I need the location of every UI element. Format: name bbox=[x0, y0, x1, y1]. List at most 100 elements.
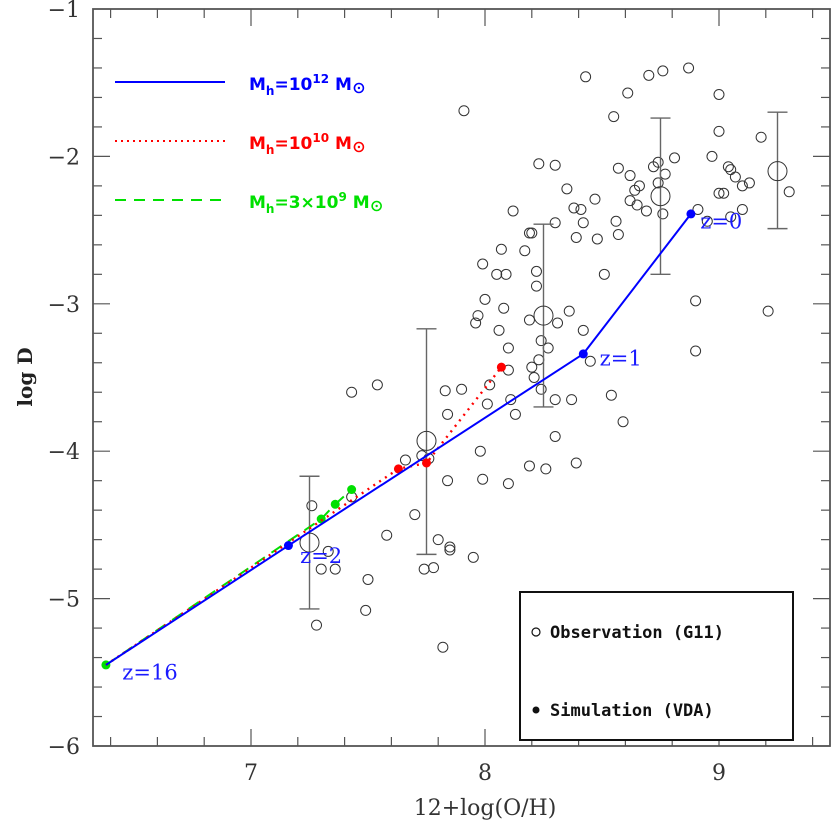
observation-point bbox=[631, 199, 643, 211]
observation-point bbox=[491, 268, 503, 280]
x-axis-title: 12+log(O/H) bbox=[414, 796, 557, 821]
sun-symbol-icon bbox=[371, 200, 382, 212]
observation-point bbox=[523, 314, 535, 326]
observation-point bbox=[624, 195, 636, 207]
observation-point bbox=[643, 69, 655, 81]
observation-point bbox=[530, 280, 542, 292]
redshift-label: z=0 bbox=[700, 210, 742, 234]
observation-point bbox=[683, 62, 695, 74]
y-tick-label: −4 bbox=[48, 440, 80, 465]
legend-line-label: Mh=3×109 M bbox=[249, 190, 370, 216]
y-tick-label: −2 bbox=[48, 145, 80, 170]
observation-point bbox=[549, 217, 561, 229]
observation-point bbox=[612, 229, 624, 241]
series-line bbox=[105, 366, 503, 666]
observation-point bbox=[472, 310, 484, 322]
observation-point bbox=[493, 324, 505, 336]
observation-points bbox=[306, 62, 795, 653]
simulation-point bbox=[330, 499, 340, 509]
series-line bbox=[105, 488, 353, 666]
observation-point bbox=[542, 342, 554, 354]
legend-line-label: Mh=1012 M bbox=[249, 72, 352, 98]
observation-point bbox=[713, 88, 725, 100]
simulation-point bbox=[422, 458, 431, 468]
observation-point bbox=[474, 445, 486, 457]
y-axis-title: log D bbox=[13, 347, 37, 406]
observation-point bbox=[519, 245, 531, 257]
observation-point bbox=[729, 171, 741, 183]
observation-point bbox=[580, 71, 592, 83]
observation-point bbox=[540, 463, 552, 475]
observation-point bbox=[533, 158, 545, 170]
legend-observation-label: Observation (G11) bbox=[550, 623, 724, 643]
marker-legend: Observation (G11) Simulation (VDA) bbox=[519, 591, 794, 741]
observation-point bbox=[566, 394, 578, 406]
observation-point bbox=[690, 345, 702, 357]
observation-point bbox=[755, 131, 767, 143]
observation-point bbox=[458, 105, 470, 117]
simulation-point bbox=[283, 541, 293, 551]
observation-point bbox=[722, 161, 734, 173]
observation-point bbox=[530, 265, 542, 277]
observation-point bbox=[418, 563, 430, 575]
observation-point bbox=[467, 551, 479, 563]
observation-point bbox=[561, 183, 573, 195]
observation-point bbox=[701, 215, 713, 227]
observation-point bbox=[549, 430, 561, 442]
sun-symbol-icon bbox=[375, 204, 378, 208]
observation-point bbox=[652, 156, 664, 168]
simulation-point bbox=[347, 485, 357, 495]
observation-point bbox=[659, 168, 671, 180]
observation-point bbox=[669, 152, 681, 164]
observation-point bbox=[549, 394, 561, 406]
plot-frame bbox=[92, 8, 831, 747]
observation-point bbox=[409, 509, 421, 521]
observation-point bbox=[360, 604, 372, 616]
observation-point bbox=[652, 177, 664, 189]
sun-symbol-icon bbox=[357, 145, 361, 149]
simulation-point bbox=[393, 464, 403, 474]
observation-point bbox=[329, 563, 341, 575]
observation-point bbox=[371, 379, 383, 391]
filled-circle-icon bbox=[532, 706, 540, 714]
observation-point bbox=[706, 150, 718, 162]
binned-mean-point bbox=[650, 186, 671, 207]
binned-error-bars bbox=[299, 111, 788, 610]
simulation-point bbox=[496, 362, 506, 372]
observation-point bbox=[481, 398, 493, 410]
simulation-series bbox=[101, 209, 696, 670]
observation-point bbox=[477, 473, 489, 485]
observation-point bbox=[442, 475, 454, 487]
redshift-label: z=2 bbox=[300, 544, 342, 568]
observation-point bbox=[306, 500, 318, 512]
observation-point bbox=[381, 529, 393, 541]
observation-point bbox=[535, 335, 547, 347]
observation-point bbox=[568, 202, 580, 214]
observation-point bbox=[736, 180, 748, 192]
observation-point bbox=[479, 293, 491, 305]
observation-point bbox=[589, 193, 601, 205]
observation-point bbox=[617, 416, 629, 428]
observation-point bbox=[762, 305, 774, 317]
observation-point bbox=[439, 385, 451, 397]
observation-point bbox=[507, 205, 519, 217]
observation-point bbox=[575, 203, 587, 215]
observation-point bbox=[690, 295, 702, 307]
observation-point bbox=[563, 305, 575, 317]
observation-point bbox=[523, 227, 535, 239]
observation-point bbox=[783, 186, 795, 198]
redshift-label: z=16 bbox=[122, 661, 177, 685]
observation-point bbox=[725, 164, 737, 176]
observation-point bbox=[505, 394, 517, 406]
x-tick-label: 8 bbox=[478, 761, 492, 786]
observation-point bbox=[428, 562, 440, 574]
legend-line-label: Mh=1010 M bbox=[249, 131, 352, 157]
observation-point bbox=[736, 203, 748, 215]
y-tick-label: −1 bbox=[48, 0, 80, 23]
sun-symbol-icon bbox=[357, 86, 361, 90]
binned-mean-point bbox=[416, 430, 437, 451]
sun-symbol-icon bbox=[353, 82, 365, 94]
observation-point bbox=[484, 379, 496, 391]
observation-point bbox=[432, 534, 444, 546]
